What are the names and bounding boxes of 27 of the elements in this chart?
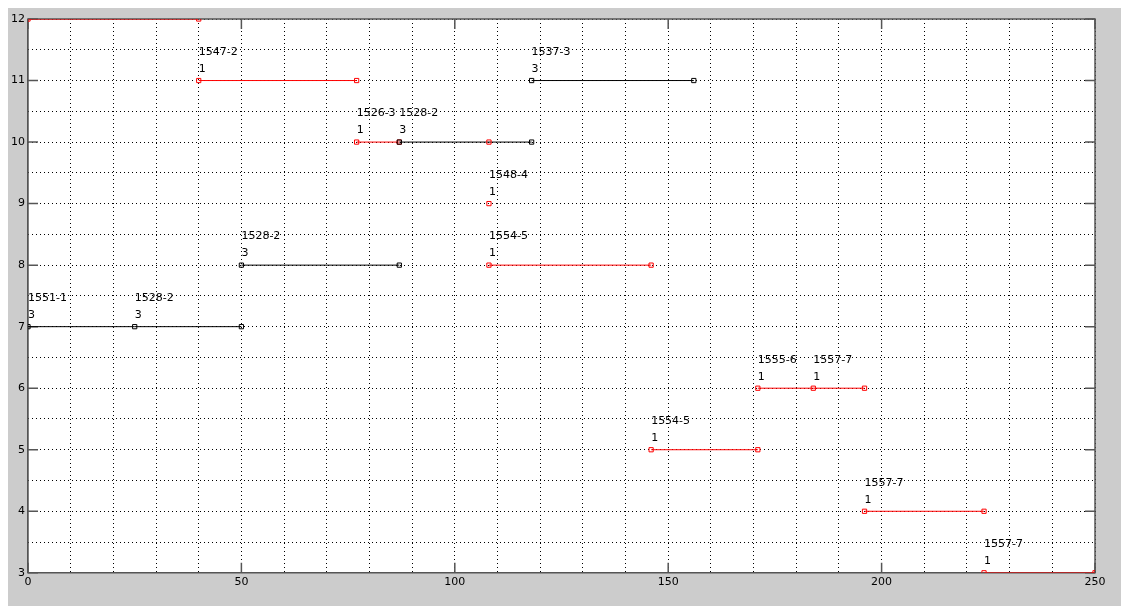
x-tick-label: 0: [24, 575, 32, 589]
x-tick-label: 100: [444, 575, 466, 589]
x-tick-label: 200: [871, 575, 893, 589]
y-tick-label: 8: [18, 257, 25, 271]
annotation: 1537-3 3: [531, 44, 571, 75]
x-tick-label: 50: [234, 575, 249, 589]
y-tick-label: 12: [11, 11, 25, 25]
y-tick-label: 10: [11, 134, 25, 148]
annotation: 1551-1 3: [28, 291, 67, 322]
annotation: 1528-2 3: [399, 106, 439, 137]
y-tick-label: 7: [18, 319, 25, 333]
annotation: 1548-4 1: [488, 167, 528, 198]
annotation: 1528-2 3: [134, 291, 174, 322]
y-tick-label: 6: [18, 381, 25, 395]
y-tick-label: 4: [18, 504, 25, 518]
y-tick-label: 5: [18, 442, 25, 456]
annotation: 1554-5 1: [651, 414, 691, 445]
annotation: 1557-7 1: [864, 475, 904, 506]
x-tick-label: 150: [657, 575, 679, 589]
annotation: 1528-2 3: [241, 229, 281, 260]
y-tick-label: 9: [18, 196, 25, 210]
annotation: 1526-3 1: [356, 106, 396, 137]
y-tick-label: 11: [11, 73, 25, 87]
annotation: 1547-2 1: [198, 44, 238, 75]
x-tick-label: 250: [1084, 575, 1106, 589]
annotation: 1555-6 1: [757, 352, 797, 383]
y-tick-label: 3: [18, 565, 25, 579]
